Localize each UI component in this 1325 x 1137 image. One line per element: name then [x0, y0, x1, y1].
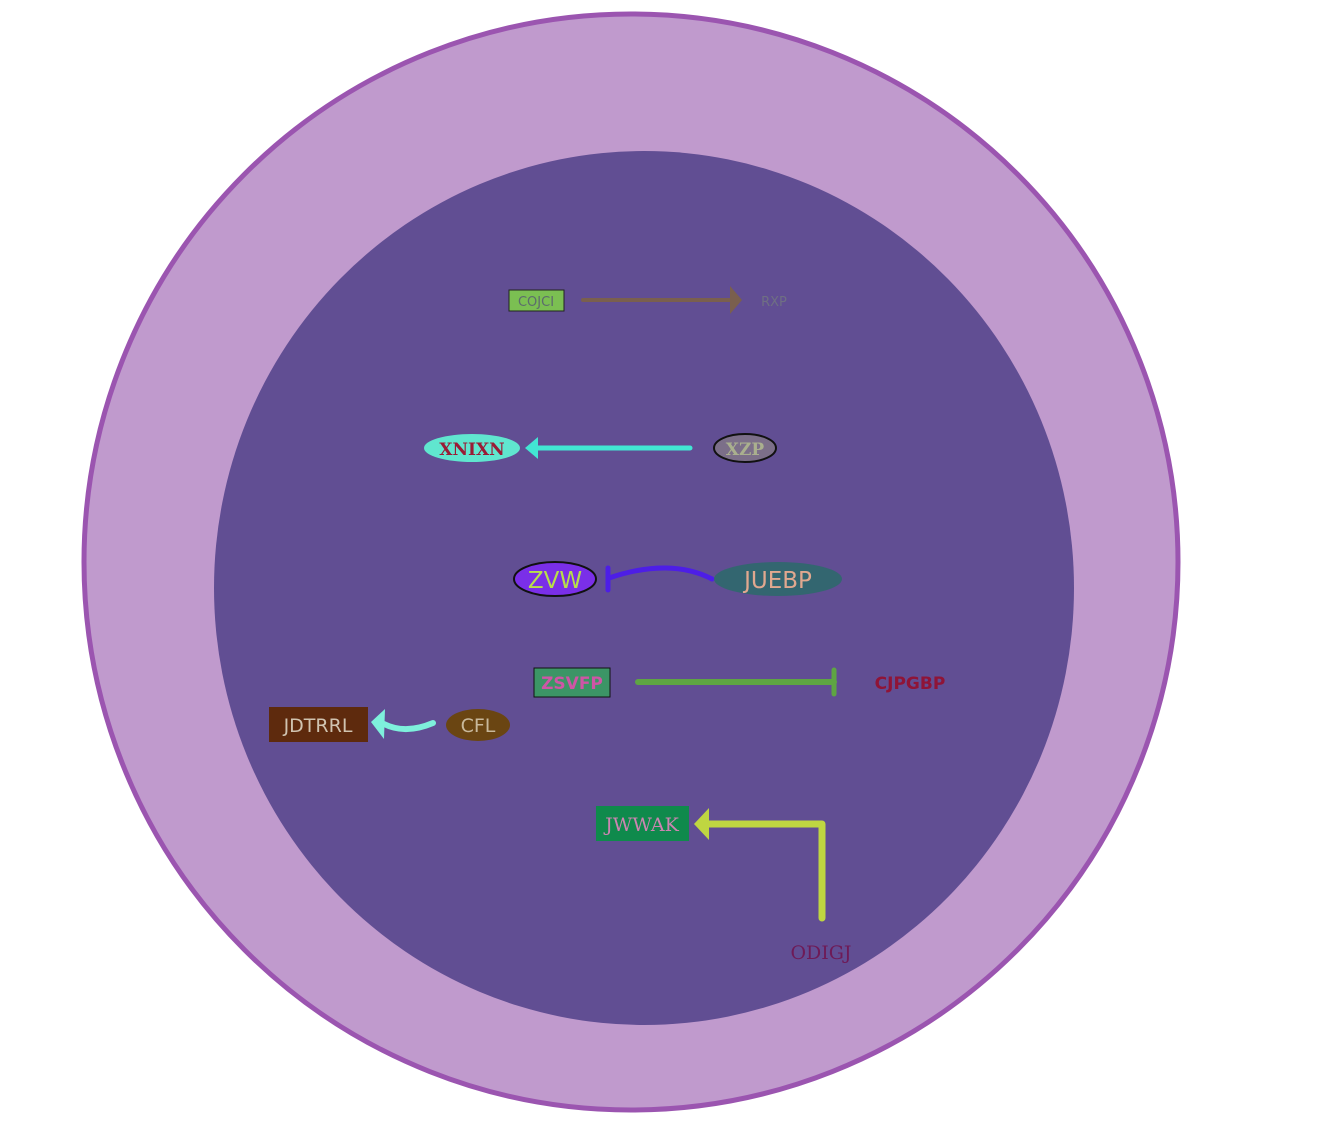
node-label: ZSVFP: [541, 674, 603, 694]
node-box: [596, 806, 689, 841]
node-label: XZP: [726, 440, 765, 460]
edge-line: [703, 820, 826, 922]
node-label: JUEBP: [742, 568, 812, 594]
node-label: CFL: [461, 715, 496, 737]
edge-cfl-jdtrrl: [371, 709, 436, 739]
nucleus-compartment: [214, 151, 1074, 1025]
edge-zsvfp-cjpgbp: [635, 667, 837, 697]
node-shape: [446, 709, 510, 741]
node-shape: [513, 561, 597, 597]
node-cojci: COJCI: [508, 289, 565, 312]
node-label: XNIXN: [439, 440, 504, 460]
edge-line: [381, 720, 436, 733]
node-label: ODIGJ: [790, 942, 851, 964]
node-xnixn: XNIXN: [424, 434, 520, 462]
node-label: COJCI: [518, 295, 554, 310]
node-shape: [714, 562, 842, 596]
node-zvw: ZVW: [513, 561, 597, 597]
node-cjpgbp: CJPGBP: [875, 674, 946, 694]
edge-xzp-xnixn: [525, 437, 693, 459]
arrowhead: [525, 437, 538, 459]
node-cfl: CFL: [446, 709, 510, 741]
node-odigj: ODIGJ: [790, 942, 851, 964]
edge-odigj-jwwak: [694, 808, 826, 922]
node-label: JWWAK: [603, 814, 679, 836]
node-box: [269, 707, 368, 742]
node-zsvfp: ZSVFP: [533, 667, 611, 698]
node-label: RXP: [761, 295, 787, 310]
edge-line: [606, 565, 715, 582]
node-rxp: RXP: [761, 295, 787, 310]
node-box: [508, 289, 565, 312]
node-label: ZVW: [528, 568, 582, 594]
arrowhead: [694, 808, 709, 840]
arrowhead: [371, 709, 385, 739]
node-label: JDTRRL: [283, 715, 353, 737]
node-label: CJPGBP: [875, 674, 946, 694]
node-juebp: JUEBP: [714, 562, 842, 596]
node-box: [533, 667, 611, 698]
node-jdtrrl: JDTRRL: [269, 707, 368, 742]
node-shape: [424, 434, 520, 462]
arrowhead: [730, 286, 742, 314]
edge-juebp-zvw: [605, 565, 715, 593]
node-xzp: XZP: [713, 433, 777, 463]
node-shape: [713, 433, 777, 463]
edge-cojci-rxp: [581, 286, 742, 314]
node-jwwak: JWWAK: [596, 806, 689, 841]
